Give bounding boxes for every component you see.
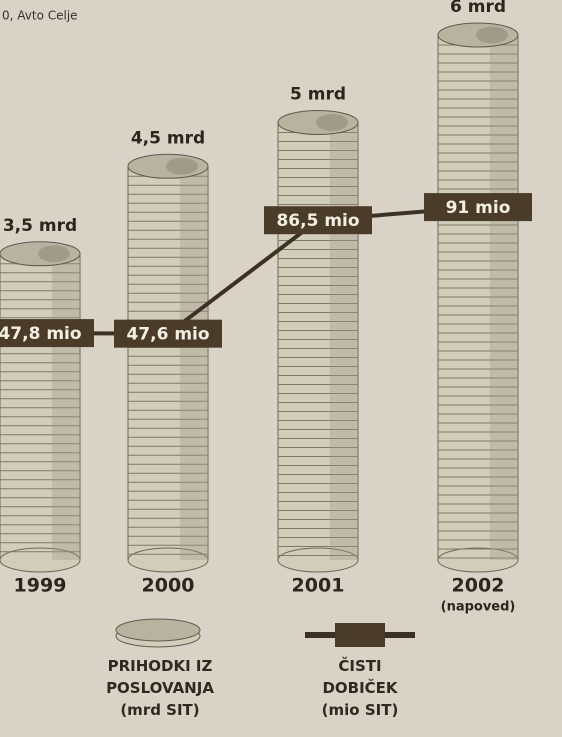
- bar-shade: [330, 122, 358, 560]
- value-label-box: [114, 319, 222, 348]
- bar-base: [0, 547, 81, 573]
- bar-shade: [180, 166, 208, 560]
- bar-shade: [490, 35, 518, 560]
- legend-label: PRIHODKI IZ POSLOVANJA (mrd SIT): [106, 657, 214, 719]
- bar: [0, 253, 81, 561]
- value-label: 3,5 mrd: [3, 216, 77, 236]
- value-label: 4,5 mrd: [131, 128, 205, 148]
- value-label: 91 mio: [446, 198, 511, 218]
- value-label-box: [424, 193, 532, 222]
- bar-base: [437, 547, 519, 573]
- bar: [127, 165, 209, 561]
- x-tick-label: 1999: [14, 575, 67, 597]
- bar-base: [277, 547, 359, 573]
- value-label-box: [264, 206, 372, 235]
- legend-swatch: [115, 618, 201, 642]
- x-tick-label: 2000: [142, 575, 195, 597]
- legend-label: ČISTI DOBIČEK (mio SIT): [321, 657, 399, 719]
- value-label: 5 mrd: [290, 85, 346, 105]
- x-tick-label: 2002: [452, 575, 505, 597]
- legend-swatch: [335, 623, 385, 647]
- value-label: 86,5 mio: [276, 211, 359, 231]
- annotation: (napoved): [441, 600, 516, 615]
- line: [39, 205, 479, 336]
- value-label: 6 mrd: [450, 0, 506, 17]
- x-tick-label: 2001: [292, 575, 345, 597]
- value-label: 47,6 mio: [126, 325, 209, 345]
- bar-shade: [52, 253, 80, 560]
- bar-top-shine: [476, 26, 508, 44]
- bar-top-shine: [166, 157, 198, 175]
- credit: 0, Avto Celje: [2, 9, 78, 23]
- value-label-box: [0, 319, 94, 348]
- value-label: 47,8 mio: [0, 324, 82, 344]
- bar-top-shine: [316, 114, 348, 131]
- bar-top-shine: [38, 245, 70, 263]
